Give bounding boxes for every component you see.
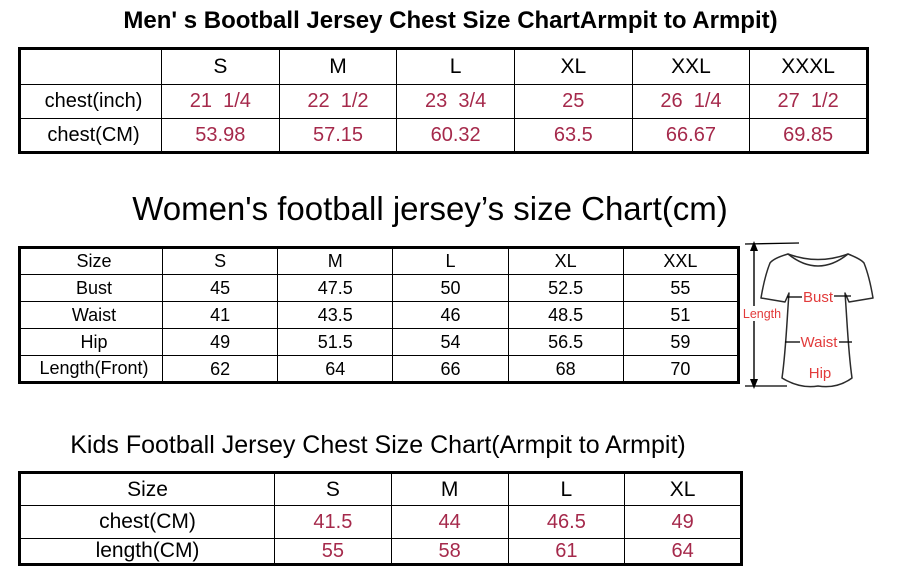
- size-value: 66: [392, 355, 509, 383]
- column-header: L: [392, 247, 509, 275]
- table-row: chest(CM) 53.98 57.15 60.32 63.5 66.67 6…: [19, 118, 868, 153]
- column-header: M: [390, 472, 509, 506]
- column-header: XXL: [622, 247, 740, 275]
- table-row: Waist 41 43.5 46 48.5 51: [19, 301, 740, 329]
- size-value: 52.5: [507, 274, 624, 302]
- men-size-table: S M L XL XXL XXXL chest(inch) 21 1/4 22 …: [18, 47, 869, 154]
- size-value: 25: [513, 84, 633, 119]
- table-header-row: Size S M L XL: [19, 472, 742, 506]
- column-header: S: [274, 472, 392, 506]
- column-header: S: [161, 48, 280, 85]
- row-label: length(CM): [19, 538, 275, 565]
- size-value: 61: [507, 538, 626, 565]
- column-header: Size: [19, 247, 163, 275]
- column-header: XL: [624, 472, 742, 506]
- size-value: 21 1/4: [161, 84, 280, 119]
- column-header: M: [277, 247, 394, 275]
- table-row: Length(Front) 62 64 66 68 70: [19, 355, 740, 383]
- table-row: chest(inch) 21 1/4 22 1/2 23 3/4 25 26 1…: [19, 84, 868, 119]
- size-value: 58: [390, 538, 509, 565]
- size-value: 63.5: [513, 118, 633, 153]
- size-value: 64: [277, 355, 394, 383]
- size-value: 66.67: [631, 118, 751, 153]
- table-header-row: Size S M L XL XXL: [19, 247, 740, 275]
- size-value: 56.5: [507, 328, 624, 356]
- row-label: Length(Front): [19, 355, 163, 383]
- column-header: XXL: [631, 48, 751, 85]
- size-value: 62: [161, 355, 279, 383]
- row-label: chest(CM): [19, 118, 162, 153]
- size-value: 41.5: [274, 505, 392, 539]
- table-row: Hip 49 51.5 54 56.5 59: [19, 328, 740, 356]
- row-label: chest(inch): [19, 84, 162, 119]
- size-value: 53.98: [161, 118, 280, 153]
- column-header: XL: [507, 247, 624, 275]
- size-value: 55: [622, 274, 740, 302]
- size-value: 49: [624, 505, 742, 539]
- size-value: 23 3/4: [396, 84, 515, 119]
- column-header: XL: [513, 48, 633, 85]
- size-value: 46.5: [507, 505, 626, 539]
- table-row: Bust 45 47.5 50 52.5 55: [19, 274, 740, 302]
- table-row: length(CM) 55 58 61 64: [19, 538, 742, 565]
- kids-chart-title: Kids Football Jersey Chest Size Chart(Ar…: [70, 431, 686, 459]
- size-value: 54: [392, 328, 509, 356]
- measure-lines: [785, 295, 852, 343]
- hip-label: Hip: [809, 365, 832, 382]
- size-value: 68: [507, 355, 624, 383]
- size-value: 27 1/2: [749, 84, 868, 119]
- women-chart-title: Women's football jersey’s size Chart(cm): [132, 190, 728, 227]
- size-value: 41: [161, 301, 279, 329]
- size-value: 59: [622, 328, 740, 356]
- size-value: 46: [392, 301, 509, 329]
- column-header: Size: [19, 472, 275, 506]
- size-value: 51.5: [277, 328, 394, 356]
- size-value: 26 1/4: [631, 84, 751, 119]
- column-header: L: [507, 472, 626, 506]
- column-header: L: [396, 48, 515, 85]
- row-label: Waist: [19, 301, 163, 329]
- men-chart-title: Men' s Bootball Jersey Chest Size ChartA…: [123, 7, 778, 34]
- waist-label: Waist: [801, 334, 839, 351]
- tshirt-outline-icon: [760, 253, 874, 388]
- size-value: 44: [390, 505, 509, 539]
- size-value: 45: [161, 274, 279, 302]
- length-label-bg: [743, 306, 781, 321]
- corner-cell: [19, 48, 162, 85]
- size-value: 50: [392, 274, 509, 302]
- size-value: 49: [161, 328, 279, 356]
- size-value: 55: [274, 538, 392, 565]
- size-value: 48.5: [507, 301, 624, 329]
- tshirt-measure-diagram: Length Bust Waist Hip: [743, 241, 874, 389]
- row-label: chest(CM): [19, 505, 275, 539]
- size-value: 70: [622, 355, 740, 383]
- column-header: M: [278, 48, 398, 85]
- size-value: 69.85: [749, 118, 868, 153]
- women-size-table: Size S M L XL XXL Bust 45 47.5 50 52.5 5…: [18, 246, 740, 384]
- row-label: Hip: [19, 328, 163, 356]
- size-value: 64: [624, 538, 742, 565]
- bust-label: Bust: [803, 289, 834, 306]
- size-value: 22 1/2: [278, 84, 398, 119]
- kids-size-table: Size S M L XL chest(CM) 41.5 44 46.5 49 …: [18, 471, 743, 566]
- size-value: 57.15: [278, 118, 398, 153]
- column-header: S: [161, 247, 279, 275]
- size-value: 47.5: [277, 274, 394, 302]
- column-header: XXXL: [749, 48, 868, 85]
- length-label: Length: [743, 307, 781, 321]
- table-row: chest(CM) 41.5 44 46.5 49: [19, 505, 742, 539]
- table-header-row: S M L XL XXL XXXL: [19, 48, 868, 85]
- size-value: 60.32: [396, 118, 515, 153]
- row-label: Bust: [19, 274, 163, 302]
- size-value: 51: [622, 301, 740, 329]
- size-value: 43.5: [277, 301, 394, 329]
